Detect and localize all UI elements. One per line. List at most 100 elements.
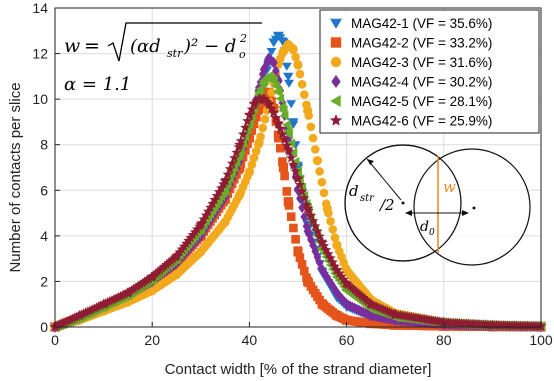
series-6-point xyxy=(253,93,265,104)
series-1-marker xyxy=(284,79,294,88)
series-3-point xyxy=(322,203,332,214)
series-6-marker xyxy=(323,248,334,259)
series-3-point xyxy=(244,167,254,177)
x-tick-label: 60 xyxy=(339,332,355,348)
series-6-marker xyxy=(224,163,236,174)
series-5-marker xyxy=(282,119,291,130)
series-3-point xyxy=(220,217,230,227)
series-5-point xyxy=(258,75,269,87)
series-6-marker xyxy=(338,274,349,284)
series-5-marker xyxy=(286,138,296,149)
series-4-point xyxy=(303,225,312,238)
series-6-point xyxy=(243,109,255,120)
formula-sub-str: str xyxy=(167,47,183,60)
formula-radical xyxy=(107,22,262,62)
series-1-marker xyxy=(281,62,292,71)
series-6-point xyxy=(195,218,207,230)
series-6-marker xyxy=(297,186,308,196)
diagram-dstr-label: d xyxy=(349,182,359,200)
series-6-marker xyxy=(353,288,365,299)
series-4-point xyxy=(274,75,283,87)
series-3-marker xyxy=(326,216,335,226)
series-3-marker xyxy=(291,52,300,62)
series-3-marker xyxy=(319,188,329,198)
legend-label-1: MAG42-1 (VF = 35.6%) xyxy=(351,16,492,31)
series-6-point xyxy=(171,250,182,261)
series-3-point xyxy=(196,247,206,257)
series-3-marker xyxy=(306,122,316,132)
legend-marker-1 xyxy=(330,18,342,29)
series-3-point xyxy=(147,285,157,296)
series-6-point xyxy=(292,173,304,184)
series-6-marker xyxy=(277,128,288,139)
series-6-marker xyxy=(242,115,253,126)
series-6-point xyxy=(389,308,401,320)
series-3-marker xyxy=(258,123,268,133)
series-6-marker xyxy=(240,122,251,132)
series-6-marker xyxy=(231,147,242,157)
series-6-marker xyxy=(308,215,319,226)
series-6-point xyxy=(273,118,284,129)
series-2-point xyxy=(303,276,313,286)
series-6-point xyxy=(234,139,246,150)
series-3-point xyxy=(332,240,342,250)
formula-annotation: w = (αd str )² − d o 2 α = 1.1 xyxy=(64,22,262,95)
series-5-marker xyxy=(229,162,239,173)
series-4-point xyxy=(259,63,269,76)
y-tick-label: 4 xyxy=(40,228,48,244)
series-3-point xyxy=(293,60,303,70)
series-6-marker xyxy=(299,192,310,203)
series-3-point xyxy=(273,58,284,68)
diagram-d0-sub: 0 xyxy=(429,228,435,238)
formula-tail: )² − d xyxy=(183,36,236,57)
x-tick-label: 100 xyxy=(529,332,553,348)
legend-marker-5 xyxy=(330,95,341,107)
series-6-marker xyxy=(229,152,240,163)
series-6-marker xyxy=(288,159,299,170)
diagram-dstr-sub: str xyxy=(360,193,375,204)
diagram-d0-label: d xyxy=(420,219,429,235)
series-6-marker xyxy=(227,158,238,168)
series-4-marker xyxy=(272,65,280,77)
alpha-annotation: α = 1.1 xyxy=(64,74,131,95)
series-6-point xyxy=(438,316,450,328)
formula-w: w xyxy=(64,35,80,57)
formula-eq: = xyxy=(84,35,100,57)
series-6-marker xyxy=(358,292,369,303)
series-5-marker xyxy=(288,147,298,158)
series-4-point xyxy=(264,52,273,64)
diagram-d0-arrow-right xyxy=(462,210,469,216)
series-3-point xyxy=(342,265,352,275)
series-2-marker xyxy=(280,171,289,181)
series-6-point xyxy=(258,93,270,104)
legend: MAG42-1 (VF = 35.6%) MAG42-2 (VF = 33.2%)… xyxy=(319,9,540,134)
series-6-marker xyxy=(310,220,321,231)
series-6-marker xyxy=(294,179,306,190)
series-6-marker xyxy=(238,129,249,139)
series-6-marker xyxy=(345,281,356,292)
series-4-marker xyxy=(337,292,346,304)
legend-marker-4 xyxy=(331,75,341,88)
series-6 xyxy=(49,93,547,332)
series-3-marker xyxy=(297,80,307,89)
formula-radicand: (αd xyxy=(130,36,161,57)
series-2-marker xyxy=(286,212,296,221)
series-6-marker xyxy=(356,290,367,301)
y-tick-label: 0 xyxy=(40,319,48,335)
series-2-marker xyxy=(297,260,307,269)
series-3-point xyxy=(303,105,313,116)
series-5-marker xyxy=(227,167,236,178)
series-4-marker xyxy=(315,257,324,269)
series-6-marker xyxy=(312,225,323,236)
series-6-point xyxy=(146,271,158,282)
series-3-marker xyxy=(330,233,340,242)
diagram-center-left xyxy=(401,201,405,205)
series-3-marker xyxy=(328,225,338,234)
legend-box xyxy=(319,9,540,134)
x-tick-label: 40 xyxy=(242,332,258,348)
series-6-point xyxy=(282,143,294,154)
series-5-point xyxy=(283,125,293,137)
series-6-marker xyxy=(270,112,281,123)
series-2-point xyxy=(342,315,352,325)
series-2-marker xyxy=(282,187,292,196)
